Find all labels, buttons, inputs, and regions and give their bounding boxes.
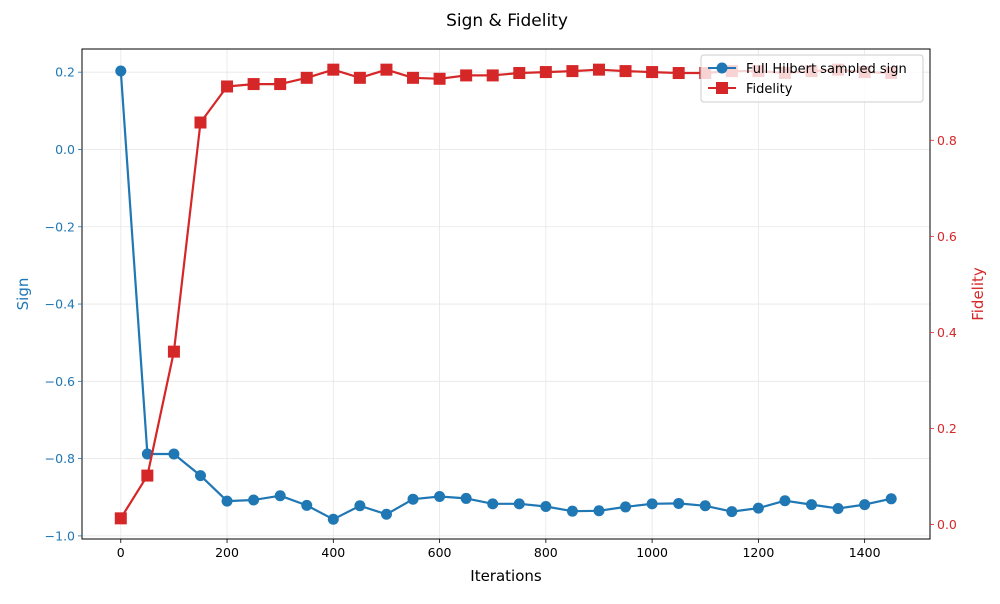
y-left-tick-label: 0.0 <box>55 142 75 157</box>
fidelity-point <box>327 63 340 76</box>
fidelity-point <box>539 66 552 79</box>
fidelity-point <box>592 63 605 76</box>
y-left-tick-label: 0.2 <box>55 65 75 80</box>
sign-point <box>673 497 685 509</box>
x-tick-label: 1000 <box>636 545 668 560</box>
x-tick-label: 600 <box>428 545 452 560</box>
sign-point <box>566 505 578 517</box>
y-right-tick-label: 0.6 <box>937 229 957 244</box>
sign-point <box>487 498 499 510</box>
sign-point <box>699 500 711 512</box>
x-tick-label: 0 <box>117 545 125 560</box>
x-axis: 0 200 400 600 800 1000 1200 1400 <box>117 539 881 560</box>
y-left-tick-label: −0.8 <box>45 451 75 466</box>
chart-title: Sign & Fidelity <box>446 11 568 31</box>
legend-sign-marker <box>716 62 728 74</box>
fidelity-point <box>619 65 632 78</box>
x-axis-label: Iterations <box>470 567 542 585</box>
sign-point <box>460 492 472 504</box>
sign-point <box>593 505 605 517</box>
x-tick-label: 1200 <box>742 545 774 560</box>
sign-point <box>380 508 392 520</box>
sign-point <box>513 498 525 510</box>
y-axis-left-label: Sign <box>14 278 32 311</box>
y-right-tick-label: 0.8 <box>937 133 957 148</box>
x-tick-label: 800 <box>534 545 558 560</box>
fidelity-point <box>300 71 313 84</box>
fidelity-point <box>114 512 127 525</box>
sign-point <box>832 502 844 514</box>
sign-point <box>806 499 818 511</box>
sign-point <box>407 493 419 505</box>
sign-point <box>885 493 897 505</box>
fidelity-point <box>274 78 287 91</box>
fidelity-point <box>646 66 659 79</box>
x-tick-label: 400 <box>321 545 345 560</box>
fidelity-point <box>167 345 180 358</box>
sign-point <box>779 495 791 507</box>
sign-point <box>859 499 871 511</box>
sign-point <box>141 448 153 460</box>
fidelity-point <box>194 116 207 129</box>
legend-sign-label: Full Hilbert sampled sign <box>746 62 907 77</box>
sign-point <box>274 490 286 502</box>
plot-area-frame <box>81 48 931 540</box>
fidelity-point <box>141 469 154 482</box>
fidelity-point <box>460 69 473 82</box>
y-right-tick-label: 0.0 <box>937 517 957 532</box>
sign-point <box>168 448 180 460</box>
sign-point <box>248 494 260 506</box>
sign-point <box>194 470 206 482</box>
fidelity-point <box>566 65 579 78</box>
sign-point <box>646 498 658 510</box>
fidelity-series-line <box>119 68 892 519</box>
fidelity-point <box>672 67 685 80</box>
y-left-tick-label: −0.2 <box>45 219 75 234</box>
fidelity-point <box>353 71 366 84</box>
legend: Full Hilbert sampled sign Fidelity <box>700 54 924 103</box>
sign-series-line <box>119 70 892 521</box>
fidelity-point <box>380 63 393 76</box>
x-tick-label: 1400 <box>849 545 881 560</box>
y-axis-right: 0.0 0.2 0.4 0.6 0.8 <box>930 133 957 532</box>
y-axis-right-label: Fidelity <box>969 267 987 321</box>
y-right-tick-label: 0.4 <box>937 325 957 340</box>
sign-point <box>327 513 339 525</box>
legend-fidelity-marker <box>716 82 728 94</box>
series-layer <box>114 63 898 525</box>
legend-box <box>700 54 924 103</box>
x-tick-label: 200 <box>215 545 239 560</box>
y-axis-left: 0.2 0.0 −0.2 −0.4 −0.6 −0.8 −1.0 <box>45 65 82 543</box>
y-left-tick-label: −0.6 <box>45 374 75 389</box>
fidelity-point <box>486 69 499 82</box>
fidelity-point <box>513 67 526 80</box>
sign-point <box>540 501 552 513</box>
sign-point <box>620 501 632 513</box>
y-right-tick-label: 0.2 <box>937 421 957 436</box>
legend-fidelity-label: Fidelity <box>746 82 793 97</box>
fidelity-point <box>247 78 260 91</box>
grid-lines <box>82 49 930 539</box>
sign-point <box>301 499 313 511</box>
sign-point <box>354 500 366 512</box>
y-left-tick-label: −1.0 <box>45 528 75 543</box>
sign-point <box>221 495 233 507</box>
y-left-tick-label: −0.4 <box>45 297 75 312</box>
sign-point <box>115 65 127 77</box>
sign-point <box>726 506 738 518</box>
fidelity-point <box>407 71 420 84</box>
sign-point <box>434 490 446 502</box>
fidelity-point <box>433 72 446 85</box>
fidelity-point <box>221 80 234 93</box>
sign-point <box>752 502 764 514</box>
